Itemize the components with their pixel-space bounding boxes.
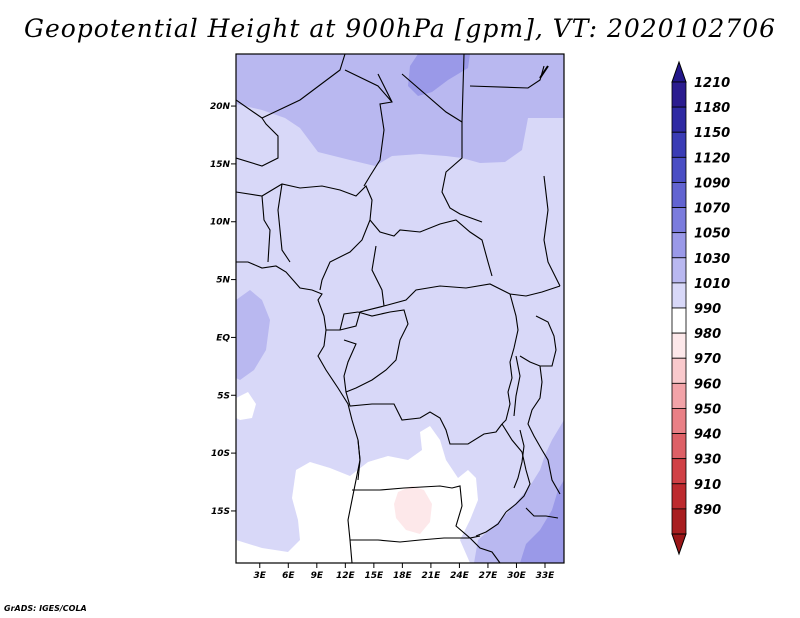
west-coastline [236, 261, 361, 563]
lon-tick-label: 33E [536, 571, 556, 581]
colorbar-label: 1010 [694, 277, 730, 292]
lat-tick-label: 10S [211, 449, 230, 459]
credit-label: GrADS: IGES/COLA [4, 604, 87, 613]
colorbar-label: 940 [694, 428, 721, 443]
lat-tick-label: 15S [211, 507, 230, 517]
colorbar-swatch [671, 307, 687, 334]
colorbar-swatch [671, 257, 687, 284]
lon-tick-label: 30E [507, 571, 527, 581]
lon-tick-label: 21E [422, 571, 442, 581]
lon-tick-label: 27E [479, 571, 499, 581]
lat-tick-label: 15N [210, 160, 231, 170]
colorbar-swatch [671, 332, 687, 359]
lon-tick-label: 15E [365, 571, 385, 581]
colorbar-bottom-arrow [671, 533, 687, 556]
field-min-patch [394, 486, 432, 534]
colorbar-swatch [671, 207, 687, 234]
colorbar-swatch [671, 508, 687, 535]
colorbar-label: 970 [694, 352, 721, 367]
colorbar-label: 1180 [694, 101, 730, 116]
colorbar-swatch [671, 458, 687, 485]
colorbar-label: 1030 [694, 252, 730, 267]
lon-tick-label: 24E [450, 571, 470, 581]
field-north-band [236, 54, 564, 166]
colorbar-swatch [671, 483, 687, 510]
colorbar-swatch [671, 232, 687, 259]
lat-tick-label: 10N [210, 218, 231, 228]
colorbar-swatch [671, 106, 687, 133]
lat-tick-label: 20N [210, 102, 231, 112]
lon-tick-label: 6E [282, 571, 295, 581]
map-title: Geopotential Height at 900hPa [gpm], VT:… [23, 14, 777, 43]
field-southeast-band [474, 420, 564, 563]
height-field [236, 54, 564, 563]
colorbar-swatch [671, 408, 687, 434]
colorbar: 1210 1180 1150 1120 1090 1070 1050 1030 1010 990 9… [671, 60, 730, 556]
colorbar-swatch [671, 357, 687, 384]
colorbar-label: 1050 [694, 227, 730, 242]
colorbar-label: 950 [694, 402, 721, 417]
lon-tick-label: 12E [336, 571, 356, 581]
colorbar-label: 890 [694, 503, 721, 518]
lon-tick-label: 9E [311, 571, 324, 581]
colorbar-label: 930 [694, 453, 721, 468]
colorbar-label: 1210 [694, 76, 730, 91]
lat-tick-label: 5N [216, 276, 230, 286]
lat-tick-label: 5S [217, 391, 230, 401]
lat-tick-label: EQ [216, 333, 230, 343]
latitude-axis: 20N 15N 10N 5N EQ 5S 10S 15S [210, 102, 236, 517]
longitude-axis: 3E 6E 9E 12E 15E 18E 21E 24E 27E 30E 33E [254, 563, 556, 581]
colorbar-label: 1090 [694, 176, 730, 191]
map-frame [235, 53, 565, 564]
colorbar-label: 1070 [694, 202, 730, 217]
field-north-max [408, 54, 470, 96]
colorbar-swatch [671, 81, 687, 108]
colorbar-swatch [671, 282, 687, 309]
colorbar-label: 1150 [694, 126, 730, 141]
colorbar-swatch [671, 433, 687, 460]
colorbar-swatch [671, 156, 687, 183]
colorbar-label: 910 [694, 478, 721, 493]
coastlines-borders [236, 54, 561, 563]
field-west-band [236, 290, 270, 380]
colorbar-swatch [671, 131, 687, 158]
field-southeast-max [520, 480, 564, 563]
field-west-low [236, 392, 256, 420]
colorbar-label: 990 [694, 302, 721, 317]
colorbar-swatch [671, 382, 687, 409]
colorbar-label: 1120 [694, 151, 730, 166]
lon-tick-label: 18E [393, 571, 413, 581]
colorbar-label: 960 [694, 377, 721, 392]
colorbar-top-arrow [671, 60, 687, 83]
lon-tick-label: 3E [254, 571, 267, 581]
colorbar-swatch [671, 182, 687, 208]
colorbar-label: 980 [694, 327, 721, 342]
